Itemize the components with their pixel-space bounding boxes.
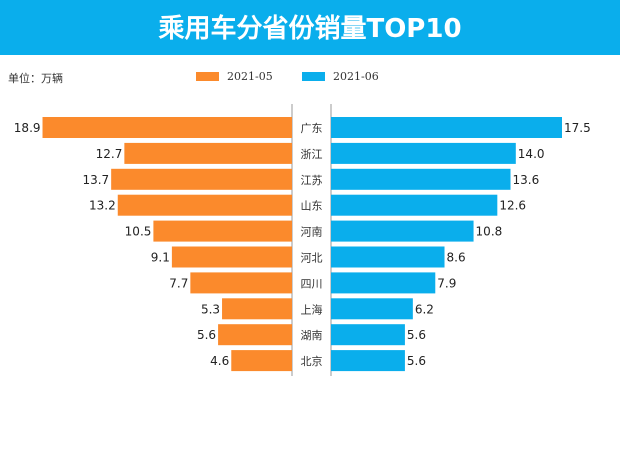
bar-2021-05 (218, 324, 292, 346)
bar-2021-05 (153, 220, 292, 242)
bar-2021-06 (331, 272, 436, 294)
data-label: 13.7 (82, 173, 109, 187)
bar-2021-06 (331, 168, 511, 190)
bar-2021-05 (111, 168, 292, 190)
data-label: 12.7 (96, 147, 123, 161)
data-label: 12.6 (499, 199, 526, 213)
bar-2021-05 (231, 350, 292, 372)
data-label: 13.2 (89, 199, 116, 213)
legend-swatch (196, 72, 219, 81)
category-label: 山东 (301, 200, 323, 213)
data-label: 6.2 (415, 302, 434, 316)
category-label: 四川 (301, 277, 323, 290)
bar-2021-06 (331, 220, 474, 242)
data-label: 17.5 (564, 121, 591, 135)
data-label: 7.9 (437, 276, 456, 290)
bar-2021-05 (171, 246, 292, 268)
data-label: 18.9 (14, 121, 41, 135)
category-label: 湖南 (301, 329, 323, 342)
unit-label: 单位：万辆 (8, 72, 63, 85)
bar-2021-06 (331, 298, 413, 320)
legend-item-2021-05: 2021-05 (196, 70, 273, 83)
data-label: 13.6 (513, 173, 540, 187)
category-label: 河南 (301, 226, 323, 239)
category-label: 广东 (301, 122, 323, 135)
category-label: 上海 (301, 302, 323, 316)
data-label: 5.3 (201, 302, 220, 316)
bar-2021-06 (331, 194, 498, 216)
legend-item-2021-06: 2021-06 (302, 70, 379, 83)
category-label: 江苏 (301, 174, 323, 187)
bar-2021-06 (331, 324, 405, 346)
data-label: 4.6 (210, 354, 229, 368)
data-label: 5.6 (197, 328, 216, 342)
data-label: 5.6 (407, 354, 426, 368)
chart-title: 乘用车分省份销量TOP10 (0, 0, 620, 55)
bar-2021-05 (124, 142, 292, 164)
bar-2021-05 (222, 298, 292, 320)
category-label: 北京 (301, 354, 323, 368)
category-label: 浙江 (301, 148, 323, 161)
legend-label: 2021-06 (333, 70, 379, 83)
data-label: 7.7 (169, 276, 188, 290)
data-label: 5.6 (407, 328, 426, 342)
bar-2021-06 (331, 350, 405, 372)
bar-2021-05 (190, 272, 292, 294)
legend-label: 2021-05 (227, 70, 273, 83)
legend-swatch (302, 72, 325, 81)
bar-2021-05 (42, 117, 292, 138)
data-label: 8.6 (447, 251, 466, 265)
bar-2021-06 (331, 117, 562, 138)
category-label: 河北 (301, 252, 323, 265)
data-label: 10.5 (125, 225, 152, 239)
bar-2021-06 (331, 142, 516, 164)
data-label: 9.1 (151, 251, 170, 265)
bar-2021-05 (117, 194, 292, 216)
data-label: 14.0 (518, 147, 545, 161)
data-label: 10.8 (476, 225, 503, 239)
bar-2021-06 (331, 246, 445, 268)
